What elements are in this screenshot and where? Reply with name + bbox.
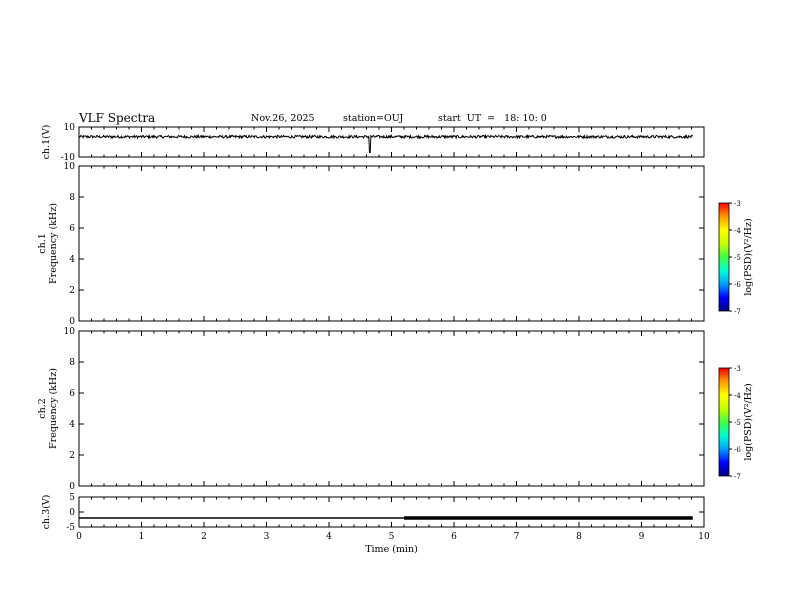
- ch3-waveform-ylabel-text: ch.3(V): [41, 495, 52, 530]
- ch2-spectrogram-colorbar: [718, 367, 730, 477]
- start-label: start UT =: [438, 113, 496, 124]
- ch1-spectrogram-colorbar-label-text: log(PSD)(V²/Hz): [743, 218, 754, 295]
- ch1-spectrogram-colorbar-tick-label: -6: [734, 281, 741, 289]
- ch1-spectrogram-colorbar-tick-label: -7: [734, 308, 741, 316]
- ch2-spectrogram-colorbar-tick-label: -4: [734, 392, 741, 400]
- ch2-spectrogram-ylabel: ch.2 Frequency (kHz): [37, 368, 59, 449]
- ch1-waveform-line: [78, 133, 694, 153]
- ch2-spectrogram-colorbar-label: log(PSD)(V²/Hz): [743, 383, 754, 460]
- x-axis-label: Time (min): [365, 544, 418, 555]
- y-tick-label: -5: [66, 523, 75, 533]
- station-label: station=: [343, 113, 385, 124]
- ch1-spectrogram-ylabel-text: Frequency (kHz): [48, 203, 59, 284]
- header-date: Nov.26, 2025: [251, 113, 315, 124]
- y-tick-label: 6: [69, 389, 75, 399]
- y-tick-label: 0: [69, 508, 75, 518]
- y-tick-label: 4: [69, 255, 75, 265]
- station-value: OUJ: [384, 113, 404, 124]
- ch2-spectrogram-colorbar-tick-label: -3: [734, 365, 741, 373]
- x-tick-label: 7: [514, 532, 520, 542]
- x-tick-label: 10: [698, 532, 710, 542]
- y-tick-label: 0: [69, 317, 75, 327]
- ch3-waveform-ylabel: ch.3(V): [41, 495, 52, 530]
- y-tick-label: 2: [69, 286, 75, 296]
- x-tick-label: 9: [639, 532, 645, 542]
- y-tick-label: 5: [69, 493, 75, 503]
- ch1-spectrogram-colorbar-tick-label: -5: [734, 254, 741, 262]
- ch1-waveform-ylabel: ch.1(V): [41, 125, 52, 160]
- y-tick-label: 8: [69, 193, 75, 203]
- ch1-spectrogram-colorbar-tick-label: -3: [734, 200, 741, 208]
- ch2-spectrogram-ylabel-text: Frequency (kHz): [48, 368, 59, 449]
- x-tick-label: 5: [389, 532, 395, 542]
- ch1-waveform-ylabel-text: ch.1(V): [41, 125, 52, 160]
- ch1-spectrogram-bg: [79, 166, 704, 321]
- x-tick-label: 2: [201, 532, 207, 542]
- ch2-spectrogram-colorbar-tick-label: -7: [734, 473, 741, 481]
- y-tick-label: 10: [64, 327, 76, 337]
- y-tick-label: -10: [61, 153, 76, 163]
- x-tick-label: 8: [576, 532, 582, 542]
- x-tick-label: 3: [264, 532, 270, 542]
- ch1-spectrogram-ylabel: ch.1 Frequency (kHz): [37, 203, 59, 284]
- ch2-spectrogram-colorbar-tick-label: -5: [734, 419, 741, 427]
- header-station: station=OUJ: [343, 113, 403, 124]
- y-tick-label: 10: [64, 162, 76, 172]
- x-tick-label: 0: [76, 532, 82, 542]
- header-start-time: start UT = 18: 10: 0: [438, 113, 547, 124]
- ch1-spectrogram-ylabel-text: ch.1: [37, 233, 48, 254]
- x-tick-label: 1: [139, 532, 145, 542]
- ch1-spectrogram-colorbar: [718, 202, 730, 312]
- start-value: 18: 10: 0: [504, 113, 547, 124]
- x-tick-label: 6: [451, 532, 457, 542]
- ch2-spectrogram-colorbar-label-text: log(PSD)(V²/Hz): [743, 383, 754, 460]
- y-tick-label: 4: [69, 420, 75, 430]
- y-tick-label: 10: [64, 123, 76, 133]
- figure-title: VLF Spectra: [79, 111, 156, 125]
- ch1-spectrogram-colorbar-tick-label: -4: [734, 227, 741, 235]
- ch2-spectrogram-bg: [79, 331, 704, 486]
- ch2-spectrogram-colorbar-tick-label: -6: [734, 446, 741, 454]
- y-tick-label: 0: [69, 482, 75, 492]
- ch2-spectrogram-ylabel-text: ch.2: [37, 398, 48, 419]
- y-tick-label: 8: [69, 358, 75, 368]
- y-tick-label: 2: [69, 451, 75, 461]
- y-tick-label: 6: [69, 224, 75, 234]
- x-tick-label: 4: [326, 532, 332, 542]
- ch1-spectrogram-colorbar-label: log(PSD)(V²/Hz): [743, 218, 754, 295]
